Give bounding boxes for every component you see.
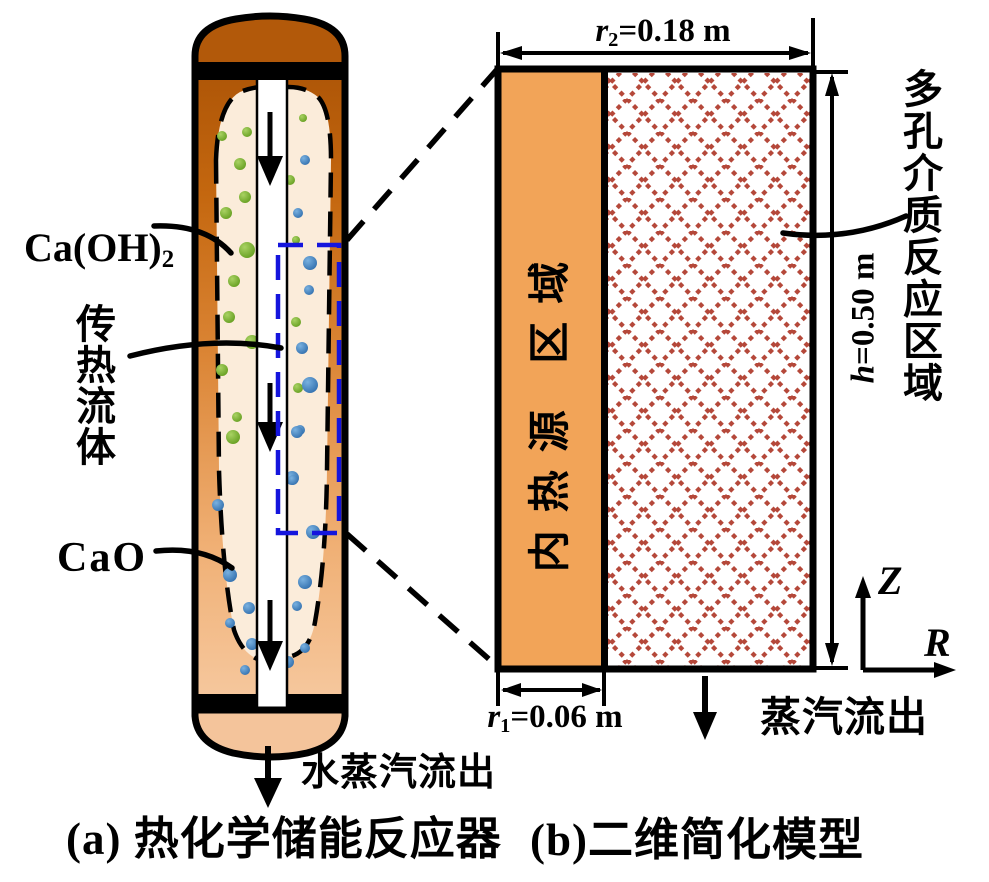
porous-leader xyxy=(780,213,909,239)
vessel-dome xyxy=(191,12,349,70)
heat-source-region xyxy=(498,69,605,669)
dim-r2-label: r2=0.18 m xyxy=(595,13,731,52)
zoom-connector-lines xyxy=(344,64,503,671)
simplified-model xyxy=(494,18,956,740)
reactor-vessel xyxy=(127,12,349,808)
cao-leader xyxy=(153,547,235,571)
porous-region xyxy=(608,73,810,666)
dim-r1-lines xyxy=(496,672,606,706)
steam-outflow-label-a: 水蒸汽流出 xyxy=(301,752,497,794)
dim-h-lines xyxy=(816,70,848,670)
cao-label: CaO xyxy=(57,535,147,581)
vessel-top-plate xyxy=(192,62,348,80)
model-border xyxy=(494,65,817,673)
dim-r1-label: r1=0.06 m xyxy=(487,699,623,738)
axis-z-label: Z xyxy=(878,558,903,603)
inner-heat-source-label: 内热源 区域 xyxy=(527,243,574,573)
dim-h-label: h=0.50 m xyxy=(845,252,882,384)
caoh2-label: Ca(OH)2 xyxy=(24,225,175,274)
vessel-bottom-cap xyxy=(191,706,349,761)
zoom-region-box xyxy=(275,242,342,536)
steam-outflow-label-b: 蒸汽流出 xyxy=(760,694,928,740)
cao-particles xyxy=(212,155,320,675)
steam-outlet-arrow-a xyxy=(254,746,282,808)
coordinate-axes xyxy=(855,576,956,678)
porous-region-label: 多孔介质反应区域 xyxy=(897,68,942,404)
htf-leader xyxy=(127,340,284,359)
caoh2-leader xyxy=(151,223,234,256)
flow-arrows xyxy=(257,112,283,671)
leader-lines-a xyxy=(127,223,284,571)
steam-outlet-arrow-b xyxy=(693,676,717,740)
caption-b: (b)二维简化模型 xyxy=(530,815,864,865)
dim-r2-lines xyxy=(496,18,815,70)
axis-r-label: R xyxy=(924,620,951,665)
heat-transfer-fluid-label: 传热流体 xyxy=(70,303,115,467)
caption-a: (a) 热化学储能反应器 xyxy=(66,814,502,864)
